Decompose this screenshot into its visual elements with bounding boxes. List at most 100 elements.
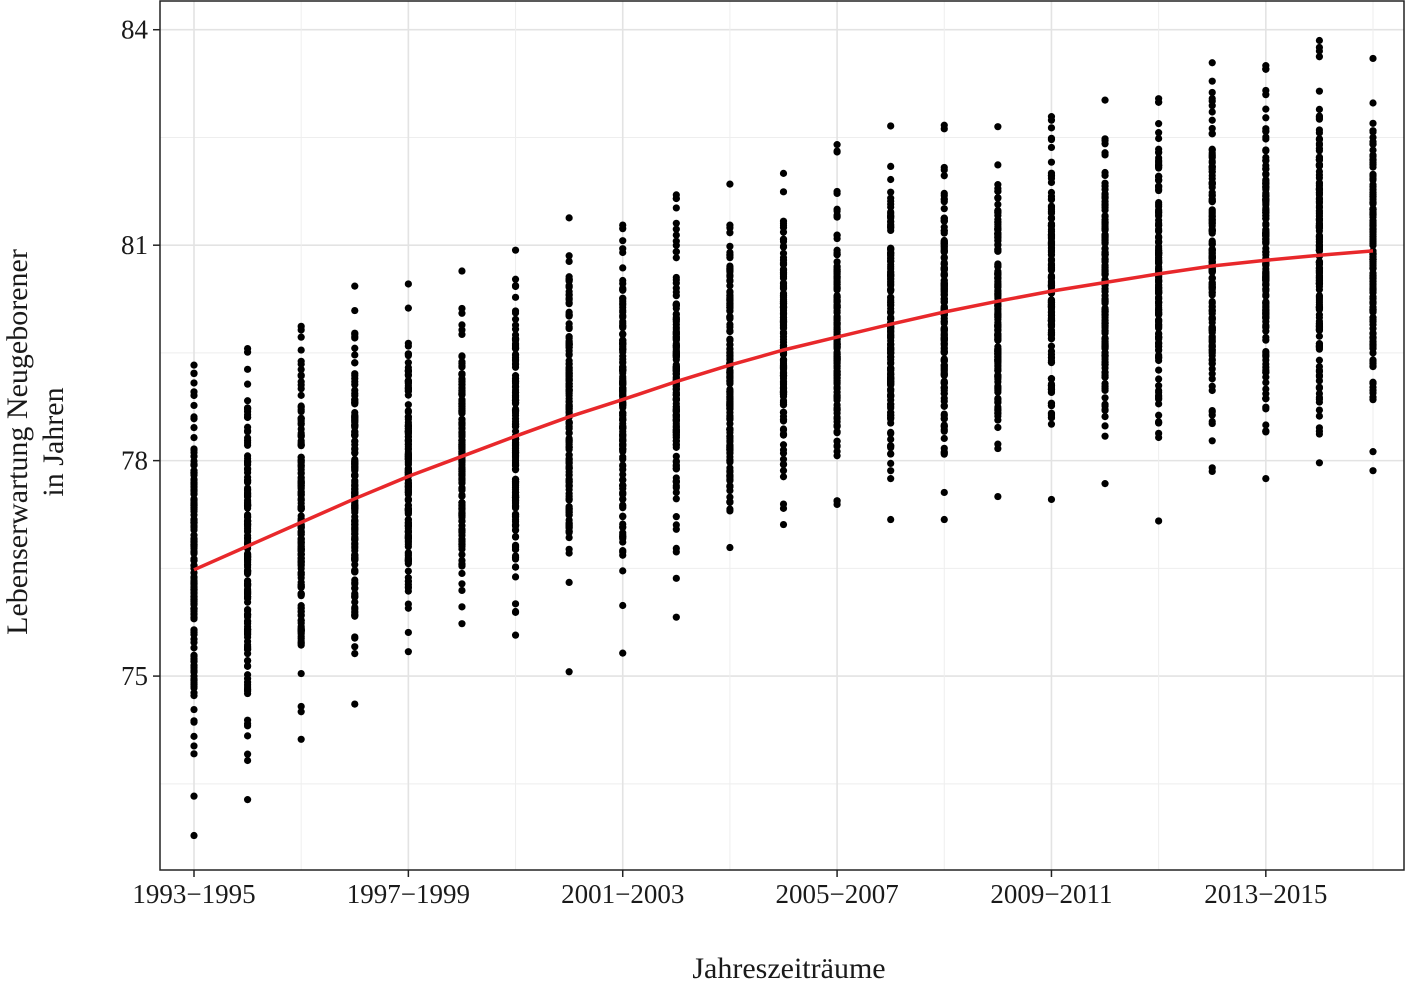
y-axis: 75 78 81 84 <box>121 15 160 691</box>
data-point <box>1315 280 1324 288</box>
data-point <box>1262 273 1270 281</box>
x-tick-label: 2009−2011 <box>990 879 1112 909</box>
data-point <box>1315 342 1324 350</box>
data-point <box>887 467 895 475</box>
data-point <box>297 420 305 428</box>
data-point <box>726 265 734 273</box>
data-point <box>1047 136 1056 144</box>
data-point <box>619 435 627 443</box>
data-point <box>619 286 627 294</box>
data-point <box>672 194 680 203</box>
data-point <box>779 267 788 275</box>
data-point <box>511 372 520 380</box>
data-point <box>833 141 841 149</box>
data-point <box>619 424 627 432</box>
data-point <box>1101 212 1109 220</box>
data-point <box>1155 212 1163 220</box>
data-point <box>297 558 305 566</box>
data-point <box>619 512 627 520</box>
data-point <box>726 315 734 323</box>
data-point <box>672 331 680 339</box>
data-point <box>1315 303 1324 311</box>
data-point <box>1208 226 1216 234</box>
data-point <box>1369 241 1377 249</box>
data-point <box>726 242 734 250</box>
data-point <box>1208 314 1216 322</box>
data-point <box>1155 134 1163 143</box>
data-point <box>565 443 573 451</box>
data-point <box>672 341 680 349</box>
data-point <box>726 221 734 229</box>
data-point <box>511 510 520 518</box>
data-point <box>672 411 680 419</box>
data-point <box>779 235 788 243</box>
data-point <box>833 383 841 391</box>
data-point <box>1101 422 1109 430</box>
data-point <box>190 526 198 534</box>
data-point <box>1047 124 1056 132</box>
data-point <box>619 388 627 396</box>
data-point <box>779 219 788 228</box>
data-point <box>940 345 948 353</box>
data-point <box>1047 202 1056 210</box>
data-point <box>458 586 466 595</box>
data-point <box>1208 219 1216 227</box>
data-point <box>1315 87 1324 95</box>
data-point <box>1155 375 1163 383</box>
data-point <box>458 389 466 398</box>
data-point <box>1155 227 1163 236</box>
data-point <box>1369 383 1377 391</box>
data-point <box>619 313 627 321</box>
data-point <box>833 250 841 259</box>
data-point <box>1315 427 1324 435</box>
data-point <box>243 796 252 804</box>
data-point <box>1101 261 1109 269</box>
data-point <box>940 172 948 180</box>
data-point <box>565 494 573 502</box>
data-point <box>190 480 198 489</box>
data-point <box>351 455 359 463</box>
data-point <box>833 187 841 196</box>
data-point <box>404 537 412 545</box>
data-point <box>1101 311 1109 319</box>
data-point <box>1101 329 1109 337</box>
data-point <box>672 352 680 360</box>
data-point <box>1047 158 1056 166</box>
data-point <box>1315 383 1324 391</box>
data-point <box>994 200 1002 209</box>
data-point <box>672 548 680 556</box>
data-point <box>1315 285 1324 294</box>
data-point <box>887 414 895 422</box>
data-point <box>351 372 359 380</box>
data-point <box>190 635 198 643</box>
data-point <box>672 362 680 371</box>
data-point <box>351 344 359 352</box>
x-tick-label: 2005−2007 <box>775 879 898 909</box>
data-point <box>1101 379 1109 388</box>
data-point <box>1047 413 1056 421</box>
data-point <box>458 499 466 507</box>
data-point <box>1155 310 1163 318</box>
data-point <box>1155 298 1163 306</box>
data-point <box>511 448 520 456</box>
data-point <box>726 507 734 515</box>
data-point <box>1262 157 1270 165</box>
data-point <box>1262 65 1270 73</box>
data-point <box>1101 334 1109 342</box>
data-point <box>619 378 627 387</box>
data-point <box>565 372 573 380</box>
data-point <box>297 357 305 365</box>
data-point <box>565 527 573 536</box>
data-point <box>404 436 412 444</box>
data-point <box>1101 319 1109 327</box>
data-point <box>1155 345 1163 354</box>
data-point <box>1315 153 1324 161</box>
data-point <box>243 457 252 465</box>
data-point <box>1262 146 1270 154</box>
data-point <box>1101 237 1109 245</box>
data-point <box>726 393 734 401</box>
data-point <box>672 613 680 621</box>
data-point <box>190 644 198 652</box>
data-point <box>458 467 466 475</box>
data-point <box>1101 298 1109 306</box>
